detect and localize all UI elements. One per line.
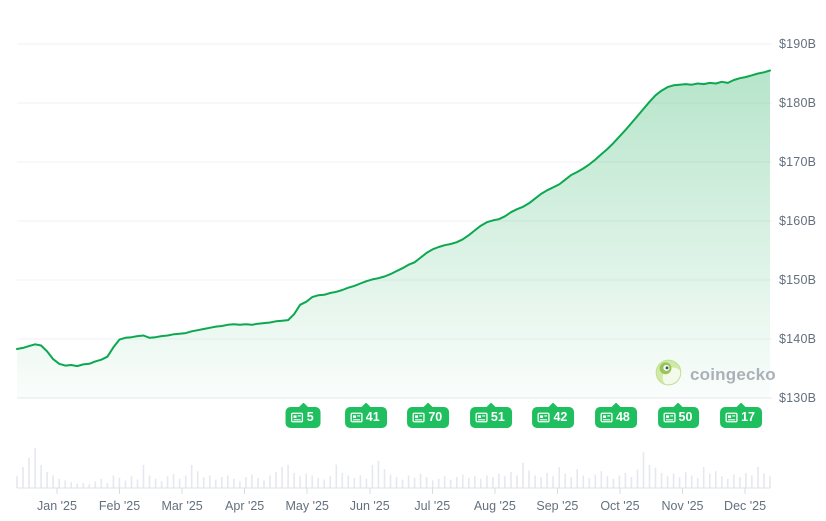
news-icon — [291, 412, 304, 423]
coingecko-logo-icon — [655, 359, 682, 391]
news-count-badge[interactable]: 5 — [285, 407, 321, 428]
y-axis-label: $170B — [779, 155, 817, 169]
news-icon — [600, 412, 613, 423]
coingecko-watermark: coingecko — [655, 359, 776, 391]
y-axis-label: $190B — [779, 37, 817, 51]
x-axis-label: Apr '25 — [225, 499, 265, 513]
news-count-badge[interactable]: 50 — [657, 407, 700, 428]
x-axis-label: Jun '25 — [349, 499, 390, 513]
news-count: 41 — [365, 410, 380, 425]
x-axis-label: Feb '25 — [98, 499, 141, 513]
x-axis-label: Jan '25 — [37, 499, 77, 513]
news-count-badge[interactable]: 48 — [594, 407, 637, 428]
y-axis-label: $150B — [779, 273, 817, 287]
y-axis-label: $180B — [779, 96, 817, 110]
news-icon — [475, 412, 488, 423]
news-count: 5 — [306, 410, 314, 425]
news-icon — [663, 412, 676, 423]
x-axis-label: May '25 — [285, 499, 329, 513]
x-axis-label: Mar '25 — [161, 499, 203, 513]
news-icon — [725, 412, 738, 423]
news-count: 48 — [615, 410, 630, 425]
x-axis-label: Sep '25 — [536, 499, 579, 513]
news-count: 50 — [678, 410, 693, 425]
news-count-badge[interactable]: 42 — [532, 407, 575, 428]
news-count: 17 — [741, 410, 755, 425]
news-icon — [350, 412, 363, 423]
x-axis-label: Jul '25 — [414, 499, 451, 513]
x-axis-label: Aug '25 — [473, 499, 516, 513]
news-count-badge[interactable]: 17 — [720, 407, 762, 428]
news-count: 51 — [490, 410, 505, 425]
news-icon — [412, 412, 425, 423]
y-axis-label: $130B — [779, 391, 817, 405]
news-count-badge[interactable]: 51 — [469, 407, 512, 428]
x-axis-label: Nov '25 — [661, 499, 704, 513]
x-axis-label: Dec '25 — [724, 499, 767, 513]
coingecko-brand-text: coingecko — [690, 365, 776, 384]
news-count: 42 — [553, 410, 568, 425]
news-count-badge[interactable]: 41 — [344, 407, 387, 428]
news-icon — [537, 412, 550, 423]
news-count: 70 — [428, 410, 443, 425]
x-axis-label: Oct '25 — [600, 499, 640, 513]
y-axis-label: $160B — [779, 214, 817, 228]
news-count-badge[interactable]: 70 — [407, 407, 450, 428]
y-axis-label: $140B — [779, 332, 817, 346]
